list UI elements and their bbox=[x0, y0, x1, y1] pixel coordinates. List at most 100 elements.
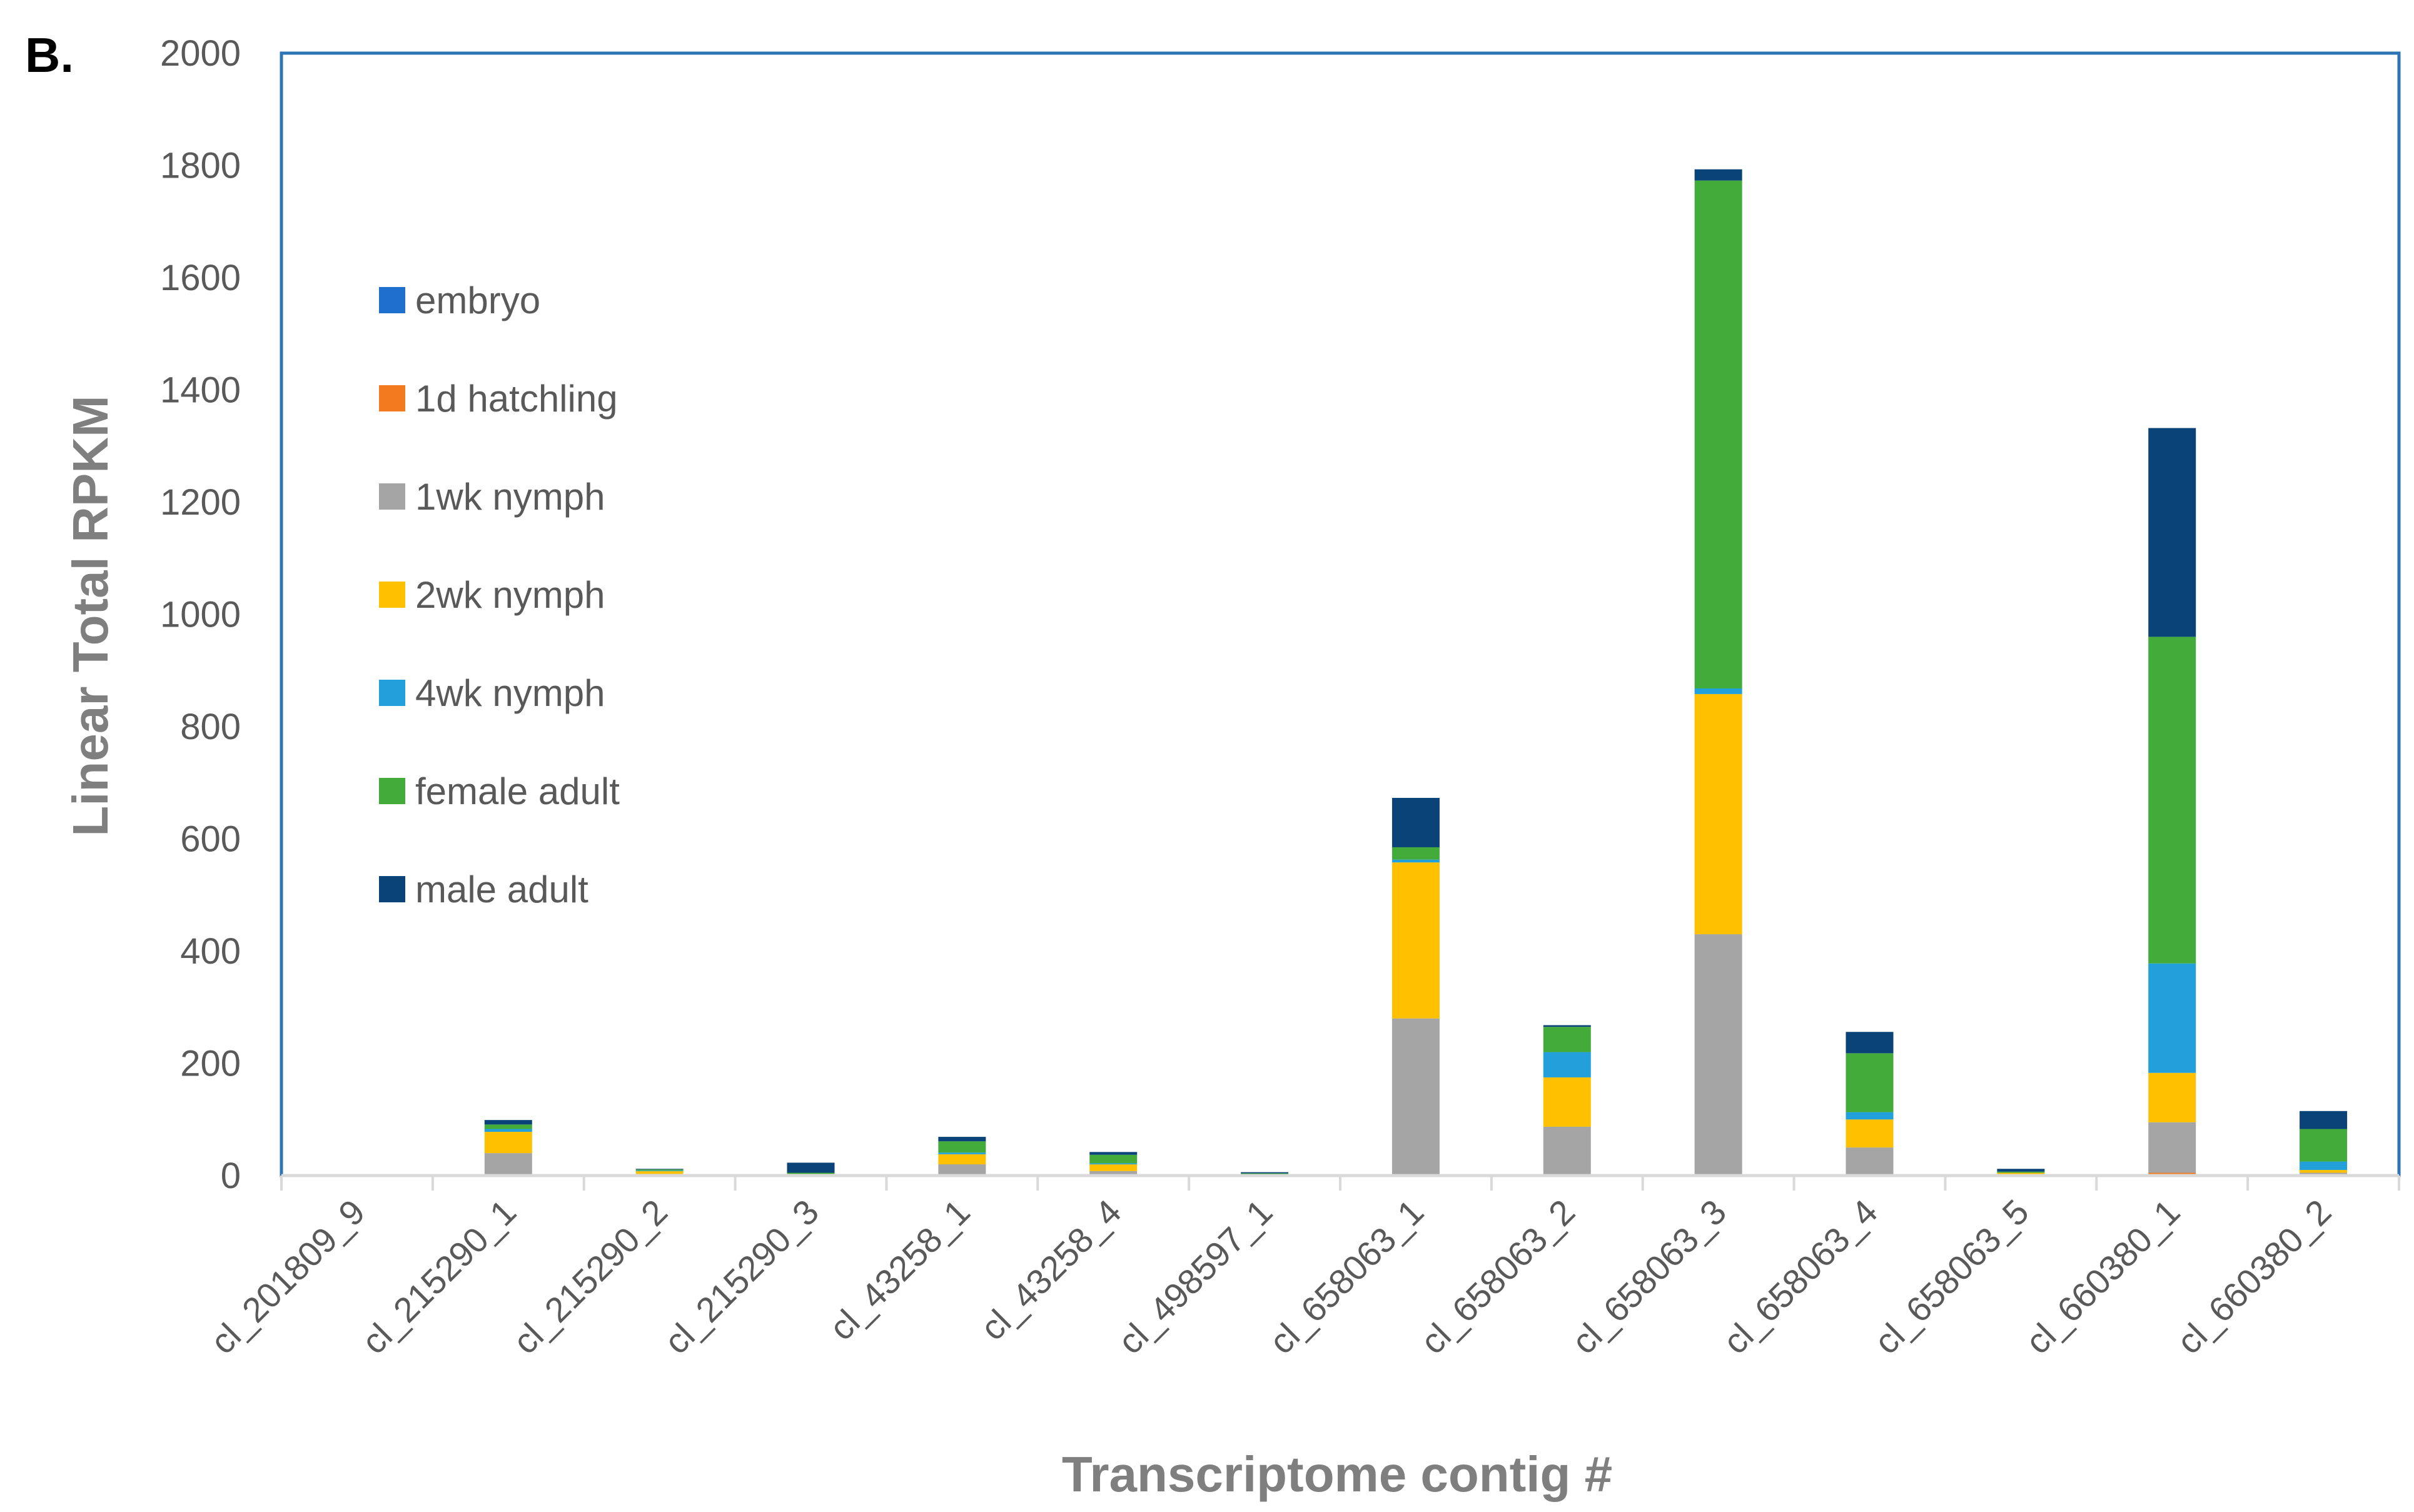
x-tick-label: cl_215290_1 bbox=[354, 1192, 523, 1361]
bar-stacks bbox=[484, 169, 2348, 1176]
bar-segment bbox=[1089, 1154, 1138, 1164]
legend-item: female adult bbox=[379, 770, 620, 812]
x-axis-title: Transcriptome contig # bbox=[1062, 1446, 1612, 1502]
bar-stack bbox=[1846, 1032, 1894, 1176]
legend-item: 4wk nymph bbox=[379, 672, 605, 714]
bar-segment bbox=[1543, 1027, 1591, 1052]
y-tick-label: 800 bbox=[180, 707, 241, 747]
x-tick-label: cl_660380_2 bbox=[2169, 1192, 2338, 1361]
bar-segment bbox=[1846, 1119, 1894, 1148]
panel-label: B. bbox=[25, 28, 74, 83]
bar-segment bbox=[1241, 1172, 1289, 1174]
bar-segment bbox=[2300, 1161, 2348, 1171]
bar-segment bbox=[1391, 1018, 1440, 1176]
bar-segment bbox=[1846, 1147, 1894, 1176]
x-tick-label: cl_658063_4 bbox=[1715, 1192, 1885, 1361]
bar-segment bbox=[938, 1164, 986, 1176]
bar-segment bbox=[1997, 1172, 2045, 1175]
legend-swatch bbox=[379, 287, 405, 313]
bar-stack bbox=[1543, 1025, 1591, 1176]
bar-stack bbox=[787, 1162, 835, 1176]
x-tick-label: cl_658063_5 bbox=[1866, 1192, 2036, 1361]
bar-segment bbox=[1089, 1152, 1138, 1155]
bar-stack bbox=[1694, 169, 1742, 1176]
y-tick-label: 200 bbox=[180, 1044, 241, 1084]
bar-segment bbox=[1694, 180, 1742, 688]
legend-item: 1wk nymph bbox=[379, 476, 605, 518]
bar-segment bbox=[635, 1169, 684, 1171]
legend: embryo 1d hatchling 1wk nymph 2wk nymph 4wk … bbox=[379, 280, 620, 910]
bar-segment bbox=[1997, 1171, 2045, 1173]
bar-segment bbox=[1391, 797, 1440, 847]
bar-segment bbox=[1543, 1025, 1591, 1027]
bar-segment bbox=[1089, 1163, 1138, 1165]
legend-item: male adult bbox=[379, 869, 588, 910]
y-tick-label: 1600 bbox=[160, 258, 241, 298]
bar-segment bbox=[938, 1152, 986, 1154]
legend-swatch bbox=[379, 385, 405, 411]
legend-label: female adult bbox=[415, 770, 620, 812]
bar-segment bbox=[1694, 693, 1742, 935]
bar-segment bbox=[938, 1141, 986, 1153]
bar-stack bbox=[2300, 1111, 2348, 1176]
legend-swatch bbox=[379, 483, 405, 510]
x-tick-label: cl_43258_1 bbox=[822, 1192, 977, 1348]
bar-segment bbox=[938, 1137, 986, 1142]
bar-segment bbox=[1997, 1169, 2045, 1172]
bar-segment bbox=[2300, 1170, 2348, 1173]
bar-segment bbox=[635, 1171, 684, 1174]
bar-segment bbox=[484, 1153, 532, 1176]
legend-swatch bbox=[379, 582, 405, 608]
x-tick-label: cl_658063_3 bbox=[1564, 1192, 1734, 1361]
bar-segment bbox=[1089, 1171, 1138, 1176]
y-tick-label: 2000 bbox=[160, 33, 241, 74]
bar-segment bbox=[1391, 859, 1440, 863]
bar-segment bbox=[1694, 688, 1742, 694]
bar-segment bbox=[1241, 1173, 1289, 1175]
legend-label: embryo bbox=[415, 280, 540, 321]
x-tick-label: cl_660380_1 bbox=[2018, 1192, 2187, 1361]
x-tick-label: cl_215290_2 bbox=[505, 1192, 675, 1361]
bar-segment bbox=[2148, 1122, 2196, 1173]
y-axis-ticks: 0 200 400 600 800 1000 1200 1400 1600 1800 2000 bbox=[160, 33, 241, 1196]
legend-swatch bbox=[379, 680, 405, 706]
x-tick-label: cl_215290_3 bbox=[657, 1192, 826, 1361]
bar-segment bbox=[2148, 428, 2196, 637]
x-axis-tickmarks bbox=[280, 1176, 2400, 1191]
bar-segment bbox=[787, 1172, 835, 1174]
bar-segment bbox=[1391, 847, 1440, 860]
x-tick-label: cl_43258_4 bbox=[972, 1192, 1128, 1348]
bar-segment bbox=[1543, 1126, 1591, 1176]
x-tick-label: cl_658063_1 bbox=[1261, 1192, 1431, 1361]
bar-stack bbox=[484, 1120, 532, 1176]
legend-label: 4wk nymph bbox=[415, 672, 605, 714]
bar-segment bbox=[2148, 1072, 2196, 1122]
legend-item: embryo bbox=[379, 280, 540, 321]
bar-segment bbox=[1846, 1032, 1894, 1054]
bar-segment bbox=[1543, 1077, 1591, 1127]
bar-segment bbox=[1089, 1164, 1138, 1171]
bar-segment bbox=[1846, 1112, 1894, 1120]
bar-stack bbox=[2148, 428, 2196, 1176]
y-tick-label: 1000 bbox=[160, 595, 241, 635]
bar-segment bbox=[1694, 934, 1742, 1176]
x-tick-label: cl_201809_9 bbox=[203, 1192, 372, 1361]
bar-segment bbox=[2148, 963, 2196, 1073]
x-axis-labels: cl_201809_9cl_215290_1cl_215290_2cl_2152… bbox=[203, 1192, 2338, 1361]
bar-segment bbox=[2300, 1129, 2348, 1162]
legend-label: 1wk nymph bbox=[415, 476, 605, 518]
bar-segment bbox=[938, 1154, 986, 1165]
legend-label: 2wk nymph bbox=[415, 574, 605, 616]
bar-segment bbox=[787, 1162, 835, 1173]
bar-stack bbox=[938, 1137, 986, 1176]
y-tick-label: 400 bbox=[180, 931, 241, 972]
bar-segment bbox=[484, 1129, 532, 1132]
bar-segment bbox=[484, 1120, 532, 1125]
bar-segment bbox=[484, 1124, 532, 1129]
bar-segment bbox=[1846, 1053, 1894, 1112]
y-tick-label: 1200 bbox=[160, 482, 241, 523]
bar-stack bbox=[1089, 1152, 1138, 1176]
bar-segment bbox=[484, 1131, 532, 1154]
legend-item: 2wk nymph bbox=[379, 574, 605, 616]
